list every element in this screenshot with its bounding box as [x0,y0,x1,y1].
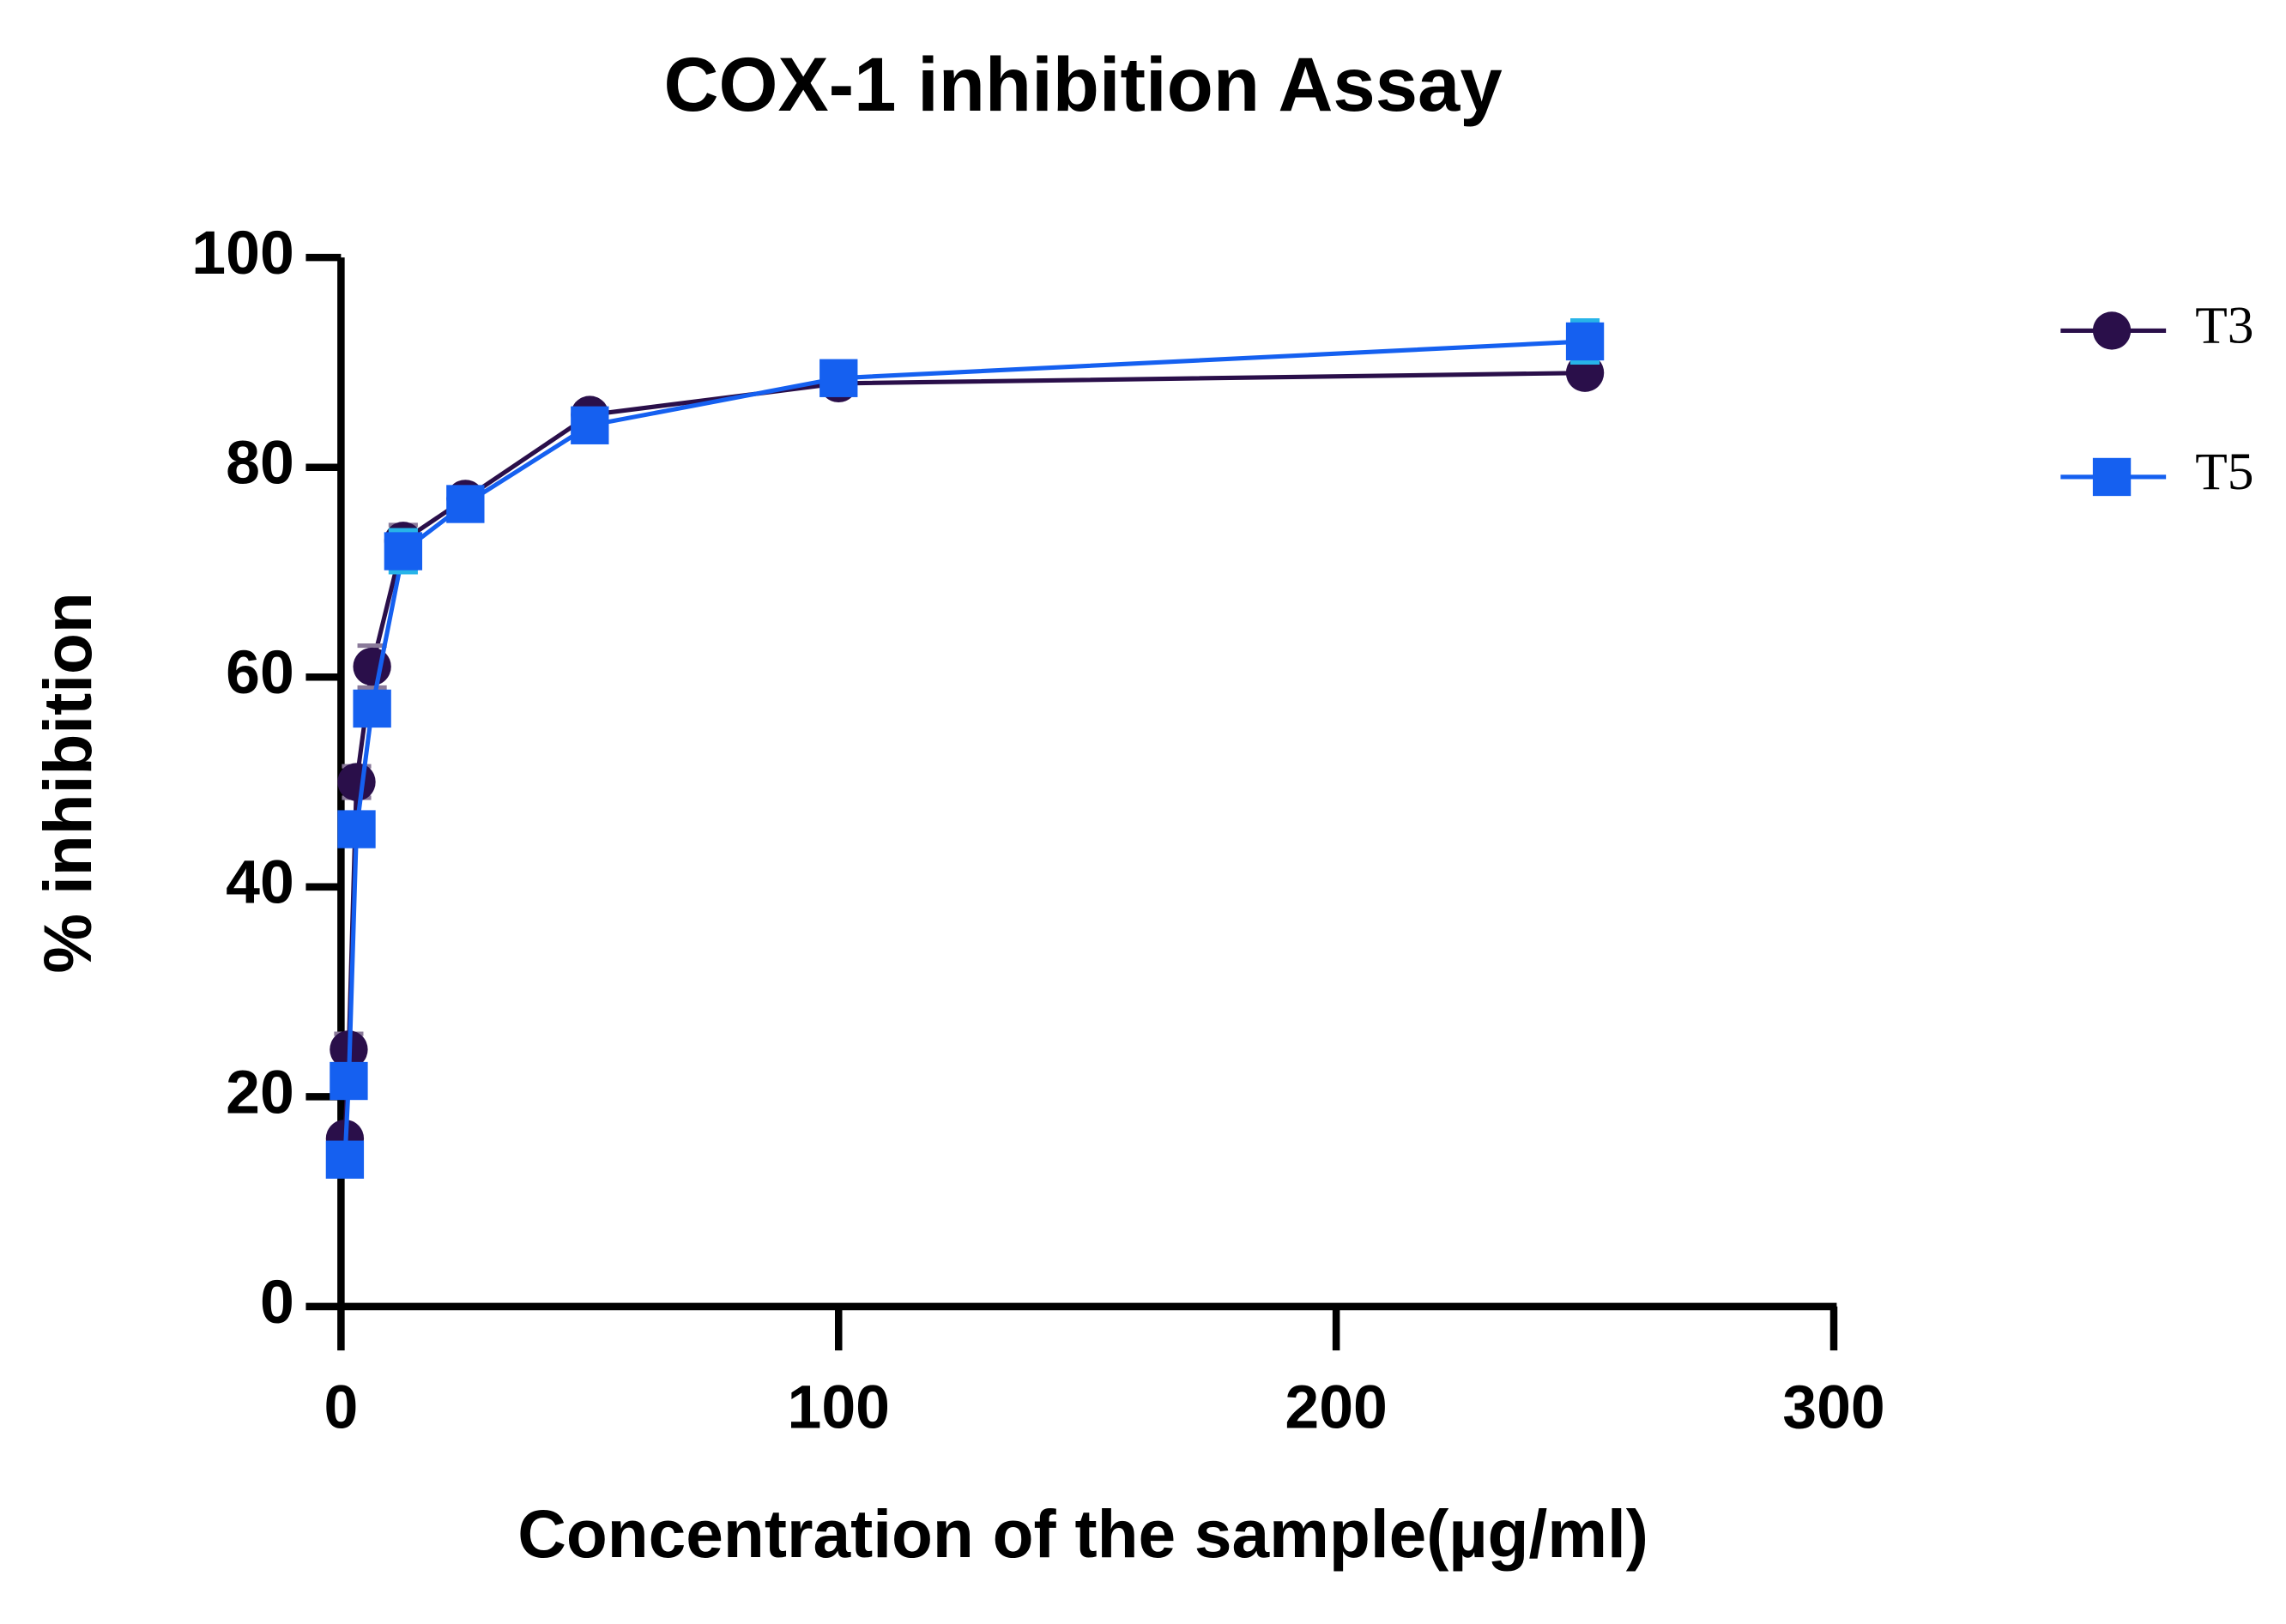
y-tick-label: 100 [191,219,293,287]
y-tick-label: 60 [226,638,294,707]
y-tick-label: 40 [226,848,294,917]
y-tick-label: 20 [226,1058,294,1126]
x-tick-label: 100 [788,1373,890,1442]
data-point [337,810,376,848]
data-point [571,406,609,444]
legend-marker [2092,457,2132,497]
data-point [446,485,485,523]
data-point [819,359,858,397]
data-point [353,689,391,728]
data-point [337,763,376,801]
x-axis-label: Concentration of the sample(µg/ml) [517,1496,1648,1572]
data-point [1565,322,1605,361]
series-line [342,339,1586,1160]
y-tick-label: 0 [260,1268,294,1337]
legend-label: T5 [2195,443,2253,501]
data-point [325,1140,365,1179]
x-tick-label: 0 [324,1373,358,1442]
series-line [342,371,1586,1139]
x-tick-label: 200 [1285,1373,1387,1442]
data-point [384,532,423,571]
legend-label: T3 [2195,297,2253,355]
data-point [330,1061,368,1101]
chart-title: COX-1 inhibition Assay [663,42,1502,127]
y-axis-label: % inhibition [30,592,106,973]
y-tick-label: 80 [226,429,294,498]
x-tick-label: 300 [1782,1373,1884,1442]
legend-marker [2092,311,2132,350]
data-point [353,647,391,686]
